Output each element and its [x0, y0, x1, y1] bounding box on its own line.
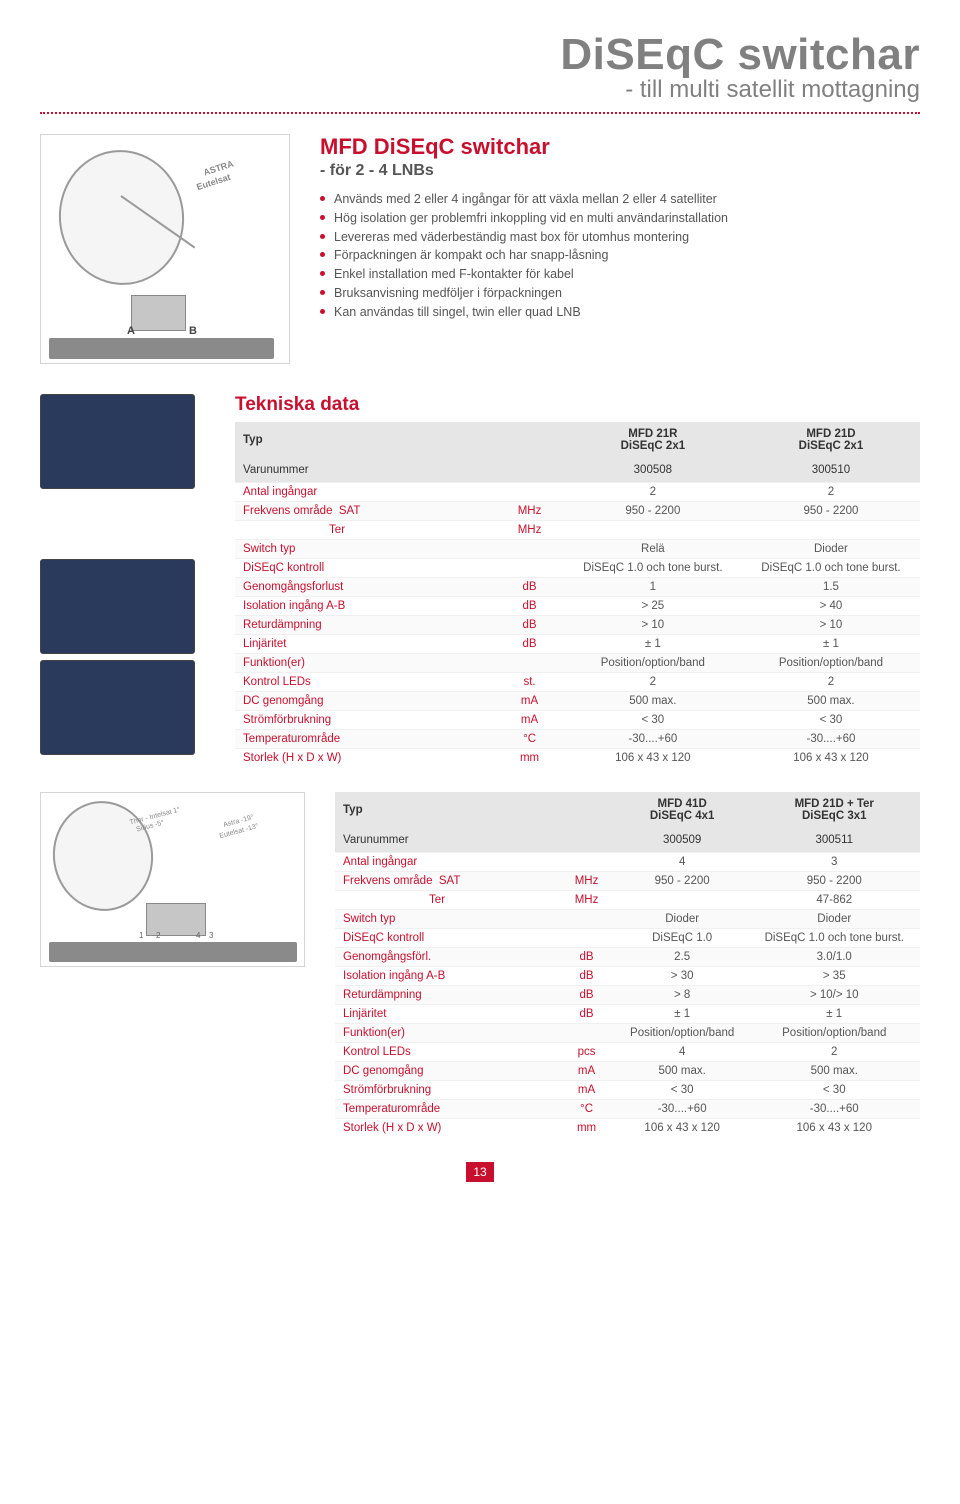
- divider: [40, 112, 920, 114]
- table-row: Genomgångsförl.dB2.53.0/1.0: [335, 948, 920, 967]
- table-row: ReturdämpningdB> 10> 10: [235, 616, 920, 635]
- table-row: Temperaturområde°C-30....+60-30....+60: [335, 1100, 920, 1119]
- table-row: Switch typDioderDioder: [335, 910, 920, 929]
- table-row: Storlek (H x D x W)mm106 x 43 x 120106 x…: [335, 1119, 920, 1138]
- spec-table-2: TypMFD 41DDiSEqC 4x1MFD 21D + TerDiSEqC …: [335, 792, 920, 1137]
- table-row: DiSEqC kontrollDiSEqC 1.0DiSEqC 1.0 och …: [335, 929, 920, 948]
- table-row: Storlek (H x D x W)mm106 x 43 x 120106 x…: [235, 749, 920, 768]
- table-row: LinjäritetdB± 1± 1: [335, 1005, 920, 1024]
- table-row: Kontrol LEDspcs42: [335, 1043, 920, 1062]
- table-row: Temperaturområde°C-30....+60-30....+60: [235, 730, 920, 749]
- feature-item: Förpackningen är kompakt och har snapp-l…: [320, 246, 920, 265]
- page-number: 13: [466, 1162, 494, 1182]
- page-title: DiSEqC switchar: [40, 30, 920, 80]
- feature-item: Används med 2 eller 4 ingångar för att v…: [320, 190, 920, 209]
- page-subtitle: - till multi satellit mottagning: [40, 76, 920, 104]
- dish-diagram: ASTRA Eutelsat A B: [40, 134, 290, 364]
- product-image: [40, 660, 195, 755]
- table-row: TerMHz47-862: [335, 891, 920, 910]
- table-row: TerMHz: [235, 521, 920, 540]
- feature-item: Kan användas till singel, twin eller qua…: [320, 303, 920, 322]
- table-row: GenomgångsforlustdB11.5: [235, 578, 920, 597]
- table-row: Funktion(er)Position/option/bandPosition…: [335, 1024, 920, 1043]
- feature-item: Bruksanvisning medföljer i förpackningen: [320, 284, 920, 303]
- table-row: DiSEqC kontrollDiSEqC 1.0 och tone burst…: [235, 559, 920, 578]
- table-row: StrömförbrukningmA< 30< 30: [335, 1081, 920, 1100]
- feature-item: Hög isolation ger problemfri inkoppling …: [320, 209, 920, 228]
- table-row: Funktion(er)Position/option/bandPosition…: [235, 654, 920, 673]
- table-row: Isolation ingång A-BdB> 30> 35: [335, 967, 920, 986]
- table-row: Antal ingångar43: [335, 853, 920, 872]
- port-a-label: A: [127, 325, 135, 337]
- table-row: ReturdämpningdB> 8> 10/> 10: [335, 986, 920, 1005]
- table-row: StrömförbrukningmA< 30< 30: [235, 711, 920, 730]
- section-heading: MFD DiSEqC switchar: [320, 134, 920, 160]
- feature-item: Enkel installation med F-kontakter för k…: [320, 265, 920, 284]
- table-row: Isolation ingång A-BdB> 25> 40: [235, 597, 920, 616]
- table-row: Antal ingångar22: [235, 483, 920, 502]
- table-row: Frekvens område SATMHz950 - 2200950 - 22…: [335, 872, 920, 891]
- product-image: [40, 559, 195, 654]
- table-row: LinjäritetdB± 1± 1: [235, 635, 920, 654]
- port-b-label: B: [189, 325, 197, 337]
- table-row: Frekvens område SATMHz950 - 2200950 - 22…: [235, 502, 920, 521]
- feature-list: Används med 2 eller 4 ingångar för att v…: [320, 190, 920, 321]
- table-row: Kontrol LEDsst.22: [235, 673, 920, 692]
- feature-item: Levereras med väderbeständig mast box fö…: [320, 228, 920, 247]
- product-image: [40, 394, 195, 489]
- tech-data-heading: Tekniska data: [235, 394, 920, 416]
- table-row: DC genomgångmA500 max.500 max.: [235, 692, 920, 711]
- page-header: DiSEqC switchar - till multi satellit mo…: [40, 30, 920, 104]
- table-row: DC genomgångmA500 max.500 max.: [335, 1062, 920, 1081]
- spec-table-1: TypMFD 21RDiSEqC 2x1MFD 21DDiSEqC 2x1Var…: [235, 422, 920, 767]
- table-row: Switch typReläDioder: [235, 540, 920, 559]
- section-subheading: - för 2 - 4 LNBs: [320, 162, 920, 180]
- dish-diagram-4sat: Thor - Intelsat 1° Sirius -5° Astra -19°…: [40, 792, 305, 967]
